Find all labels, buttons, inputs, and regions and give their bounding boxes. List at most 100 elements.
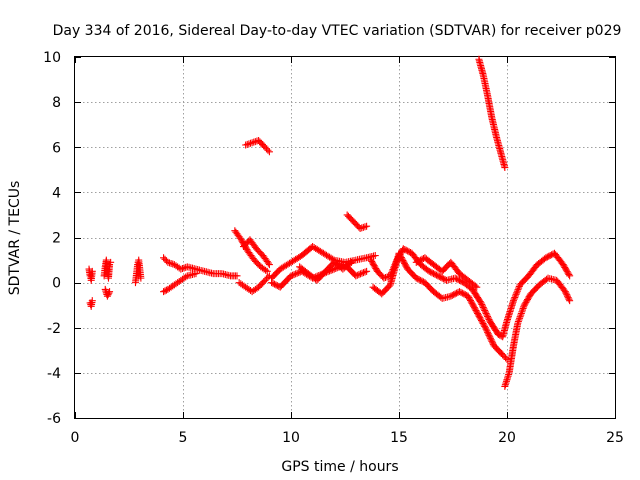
grid (75, 57, 615, 418)
data-point (517, 311, 525, 319)
data-point (566, 297, 574, 305)
data-point (292, 270, 300, 278)
data-point (137, 274, 145, 282)
data-point (105, 289, 113, 297)
data-point (363, 222, 371, 230)
data-point (182, 273, 190, 281)
data-point (380, 274, 388, 282)
y-tick-label: 4 (52, 185, 61, 201)
data-point (561, 288, 569, 296)
data-point (511, 292, 519, 300)
data-point (88, 267, 96, 275)
data-point (361, 268, 369, 276)
data-point (516, 314, 524, 322)
data-point (482, 309, 490, 317)
data-point (481, 306, 489, 314)
data-point (290, 271, 298, 279)
data-point (502, 354, 510, 362)
x-tick-label: 0 (71, 430, 80, 446)
data-point (107, 258, 115, 266)
data-point (169, 260, 177, 268)
data-point (481, 308, 489, 316)
data-point (487, 336, 495, 344)
data-point (484, 328, 492, 336)
data-point (479, 302, 487, 310)
data-point (293, 269, 301, 277)
data-point (483, 311, 491, 319)
data-point (247, 139, 254, 147)
data-point (562, 289, 570, 297)
axis-ticks (75, 57, 616, 419)
data-point (265, 148, 273, 156)
data-point (511, 294, 519, 302)
data-point (103, 292, 111, 300)
x-tick-label: 5 (179, 430, 188, 446)
data-point (164, 258, 172, 266)
data-point (265, 261, 273, 269)
data-point (346, 259, 354, 267)
y-tick-label: 0 (52, 276, 61, 292)
x-tick-label: 15 (390, 430, 408, 446)
y-tick-labels: -6 -4 -2 0 2 4 6 8 10 (43, 50, 61, 427)
data-point (515, 316, 523, 324)
x-tick-label: 10 (282, 430, 300, 446)
data-point (233, 272, 241, 280)
y-axis-label: SDTVAR / TECUs (7, 181, 23, 296)
data-point (177, 265, 185, 273)
data-point (503, 355, 511, 363)
data-point (289, 271, 297, 279)
data-point (363, 267, 371, 275)
data-point (478, 300, 486, 308)
data-point (516, 313, 524, 321)
y-tick-label: -4 (47, 366, 61, 382)
data-marks (85, 55, 574, 390)
data-point (509, 297, 517, 305)
data-point (513, 287, 521, 295)
data-point (167, 259, 175, 267)
data-point (566, 272, 574, 280)
data-point (479, 303, 487, 311)
data-point (471, 282, 479, 290)
x-tick-label: 25 (606, 430, 624, 446)
data-point (484, 314, 492, 322)
data-point (473, 283, 481, 291)
data-point (483, 327, 491, 335)
data-point (514, 319, 522, 327)
data-point (481, 324, 489, 332)
data-point (243, 140, 251, 148)
data-point (517, 309, 525, 317)
data-point (192, 270, 200, 278)
data-point (264, 259, 272, 267)
data-point (563, 291, 571, 299)
data-point (242, 141, 250, 149)
data-point (480, 305, 488, 313)
y-tick-label: 6 (52, 140, 61, 156)
data-point (356, 224, 364, 232)
data-point (482, 325, 490, 333)
data-point (330, 265, 338, 273)
data-point (248, 139, 256, 147)
chart-title: Day 334 of 2016, Sidereal Day-to-day VTE… (53, 23, 622, 39)
data-point (565, 270, 573, 278)
x-tick-label: 20 (498, 430, 516, 446)
data-point (513, 289, 521, 297)
data-point (520, 303, 528, 311)
data-point (356, 270, 364, 278)
x-tick-labels: 0 5 10 15 20 25 (71, 430, 624, 446)
data-point (519, 306, 527, 314)
data-point (245, 140, 253, 148)
data-point (353, 271, 361, 279)
data-point (489, 339, 497, 347)
data-point (481, 322, 489, 330)
y-tick-label: -2 (47, 321, 61, 337)
y-tick-label: 8 (52, 95, 61, 111)
data-point (88, 297, 96, 305)
plot-frame (74, 56, 616, 419)
data-point (166, 259, 173, 267)
y-tick-label: 10 (43, 50, 61, 66)
data-point (253, 137, 261, 145)
x-axis-label: GPS time / hours (281, 459, 398, 475)
data-point (477, 299, 485, 307)
data-point (501, 164, 509, 172)
data-point (382, 274, 389, 282)
